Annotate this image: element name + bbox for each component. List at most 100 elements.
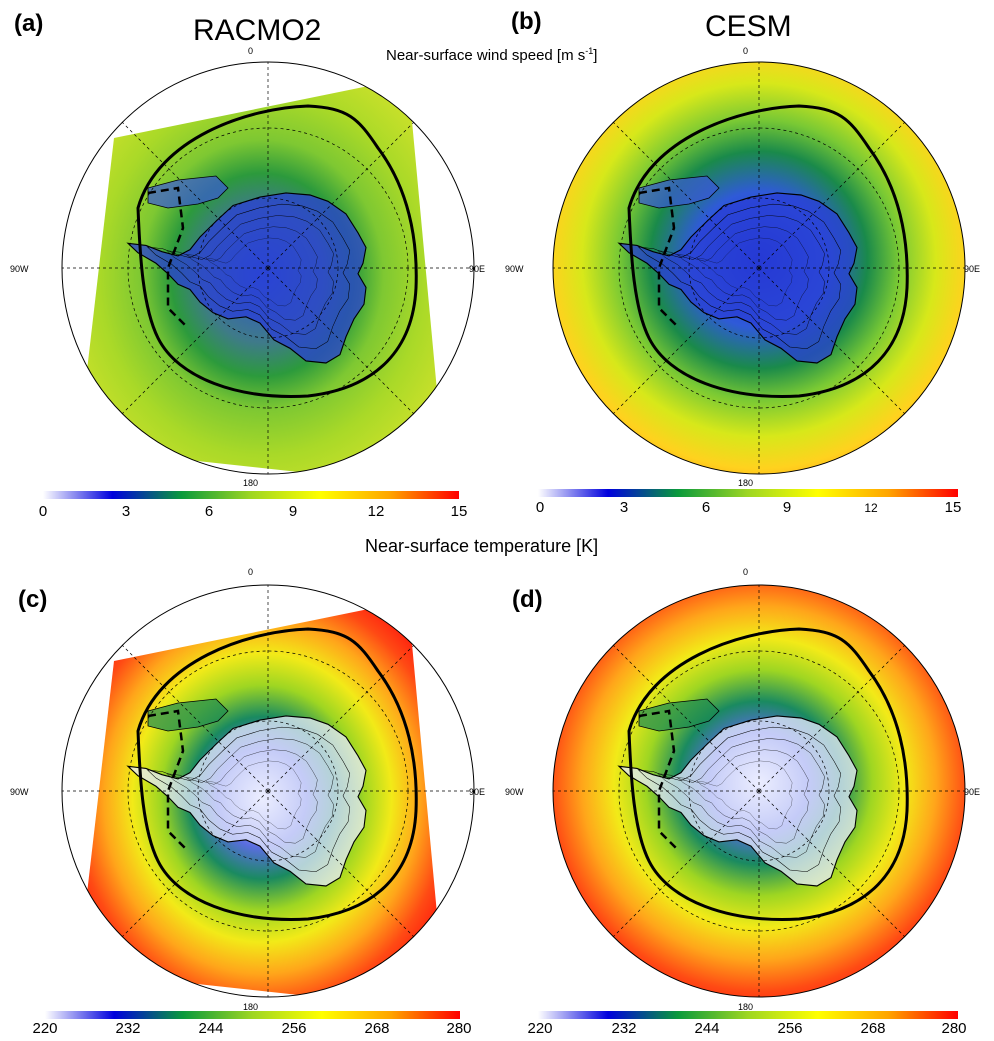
tick-wind-a-0: 0	[38, 503, 48, 520]
meridian-b-45	[758, 122, 905, 269]
colorbar-wind-b	[538, 489, 958, 497]
sea-ice-winter-a	[147, 186, 189, 329]
peninsula-c	[147, 698, 229, 732]
map-panel-c	[61, 584, 475, 998]
sea-ice-summer-d	[627, 627, 909, 921]
contour-a-1	[146, 203, 351, 350]
tick-wind-a-3: 9	[288, 503, 298, 520]
tick-temp-d-2: 244	[694, 1020, 720, 1037]
geo-label-90w-c: 90W	[10, 787, 29, 797]
map-border-d	[552, 584, 966, 998]
geo-label-0-c: 0	[248, 567, 254, 577]
meridian-c-225	[122, 790, 269, 937]
geo-label-90w-a: 90W	[10, 264, 29, 274]
contour-b-2	[657, 215, 825, 335]
sea-ice-summer-b	[627, 104, 909, 398]
geo-label-90e-c: 90E	[469, 787, 486, 797]
tick-wind-a-4: 12	[367, 503, 385, 520]
tick-wind-b-1: 3	[619, 499, 629, 516]
contour-b-1	[637, 203, 842, 350]
antarctica-b	[617, 192, 858, 364]
geo-label-0-d: 0	[743, 567, 749, 577]
geo-label-180-d: 180	[738, 1002, 754, 1012]
tick-temp-d-1: 232	[611, 1020, 637, 1037]
meridian-a-225	[122, 267, 269, 414]
tick-wind-b-5: 15	[944, 499, 962, 516]
meridian-d-135	[758, 790, 905, 937]
panel-label-c: (c)	[18, 586, 48, 613]
tick-wind-b-0: 0	[535, 499, 545, 516]
geo-label-90e-d: 90E	[964, 787, 981, 797]
meridian-a-45	[267, 122, 414, 269]
tick-temp-c-4: 268	[364, 1020, 390, 1037]
contour-a-3	[186, 226, 318, 321]
tick-temp-c-0: 220	[32, 1020, 58, 1037]
tick-wind-a-5: 15	[450, 503, 468, 520]
meridian-b-315	[613, 122, 760, 269]
peninsula-b	[638, 175, 720, 209]
contour-d-3	[677, 749, 809, 844]
tick-temp-c-2: 244	[198, 1020, 224, 1037]
geo-label-180-b: 180	[738, 478, 754, 488]
contour-d-4	[696, 760, 793, 830]
tick-wind-a-1: 3	[121, 503, 131, 520]
map-border-c	[61, 584, 475, 998]
panel-label-a: (a)	[14, 10, 44, 37]
colorbar-temp-d	[538, 1011, 958, 1019]
tick-temp-d-4: 268	[860, 1020, 886, 1037]
geo-label-0-b: 0	[743, 46, 749, 56]
contour-c-2	[166, 738, 334, 858]
sea-ice-winter-d	[638, 709, 680, 852]
geo-label-90w-d: 90W	[505, 787, 524, 797]
meridian-a-315	[122, 122, 269, 269]
sea-ice-winter-c	[147, 709, 189, 852]
geo-label-180-c: 180	[243, 1002, 259, 1012]
panel-label-b: (b)	[511, 8, 542, 35]
contour-d-2	[657, 738, 825, 858]
tick-temp-d-0: 220	[527, 1020, 553, 1037]
geo-label-90w-b: 90W	[505, 264, 524, 274]
antarctica-d	[617, 715, 858, 887]
map-panel-b	[552, 61, 966, 475]
tick-temp-c-1: 232	[115, 1020, 141, 1037]
tick-temp-d-3: 256	[777, 1020, 803, 1037]
contour-c-3	[186, 749, 318, 844]
tick-wind-b-3: 9	[782, 499, 792, 516]
meridian-c-45	[267, 645, 414, 792]
antarctica-c	[126, 715, 367, 887]
geo-label-90e-a: 90E	[469, 264, 486, 274]
model-title-racmo2: RACMO2	[193, 14, 322, 47]
map-panel-d	[552, 584, 966, 998]
meridian-b-135	[758, 267, 905, 414]
meridian-d-315	[613, 645, 760, 792]
geo-label-90e-b: 90E	[964, 264, 981, 274]
tick-wind-b-4: 12	[864, 501, 878, 515]
sea-ice-summer-a	[136, 104, 418, 398]
map-border-b	[552, 61, 966, 475]
sea-ice-winter-b	[638, 186, 680, 329]
peninsula-d	[638, 698, 720, 732]
geo-label-180-a: 180	[243, 478, 259, 488]
map-panel-a	[61, 61, 475, 475]
temperature-title: Near-surface temperature [K]	[365, 536, 599, 556]
contour-c-4	[205, 760, 302, 830]
panel-label-d: (d)	[512, 586, 543, 613]
tick-temp-c-5: 280	[446, 1020, 472, 1037]
lat-circle-d-0	[688, 720, 830, 862]
south-america-a	[62, 148, 88, 188]
lat-circle-c-0	[197, 720, 339, 862]
model-title-cesm: CESM	[705, 10, 792, 43]
tick-wind-b-2: 6	[701, 499, 711, 516]
contour-b-3	[677, 226, 809, 321]
contour-c-1	[146, 726, 351, 873]
tick-wind-a-2: 6	[204, 503, 214, 520]
contour-d-1	[637, 726, 842, 873]
tick-temp-c-3: 256	[281, 1020, 307, 1037]
colorbar-wind-a	[43, 491, 459, 499]
lat-circle-b-0	[688, 197, 830, 339]
peninsula-a	[147, 175, 229, 209]
meridian-b-225	[613, 267, 760, 414]
contour-a-2	[166, 215, 334, 335]
meridian-d-225	[613, 790, 760, 937]
sea-ice-summer-c	[136, 627, 418, 921]
